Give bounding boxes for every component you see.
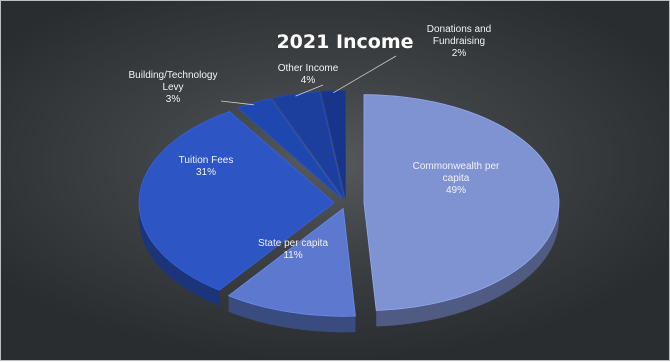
pie-slice [237, 98, 343, 200]
slice-label: State per capita 11% [258, 238, 328, 261]
slice-category-label: Levy [162, 82, 183, 93]
leader-line [333, 55, 397, 94]
slice-category-label: Tuition Fees [179, 155, 234, 166]
slice-category-label: capita [443, 173, 470, 184]
slice-category-label: Building/Technology [129, 70, 218, 81]
chart-title: 2021 Income [276, 31, 413, 53]
leader-line [220, 100, 254, 106]
slice-category-label: Other Income [278, 63, 339, 74]
slice-label: Commonwealth per capita 49% [413, 161, 500, 196]
pie-slice [363, 94, 560, 311]
slice-label: Other Income 4% [278, 63, 339, 86]
slice-label: Tuition Fees 31% [179, 155, 234, 178]
pie-slice-side [228, 295, 356, 333]
slice-category-label: Donations and [427, 24, 492, 35]
slice-label: Building/Technology Levy 3% [129, 70, 218, 105]
slice-category-label: State per capita [258, 238, 328, 249]
slice-value-label: 49% [446, 185, 466, 196]
slice-value-label: 11% [283, 250, 302, 261]
slice-value-label: 31% [196, 167, 216, 178]
slice-category-label: Commonwealth per [413, 161, 500, 172]
pie-slice [138, 111, 335, 291]
leader-line [295, 84, 324, 97]
slice-label: Donations and Fundraising 2% [427, 24, 492, 59]
slice-value-label: 2% [452, 48, 467, 59]
slice-value-label: 4% [301, 75, 316, 86]
pie-slice [271, 91, 345, 199]
pie-slice-side [376, 202, 559, 327]
pie-slice [320, 90, 346, 199]
pie-slice-side [139, 202, 220, 307]
slice-category-label: Fundraising [433, 36, 485, 47]
pie-slice [227, 207, 356, 317]
slice-value-label: 3% [166, 94, 181, 105]
